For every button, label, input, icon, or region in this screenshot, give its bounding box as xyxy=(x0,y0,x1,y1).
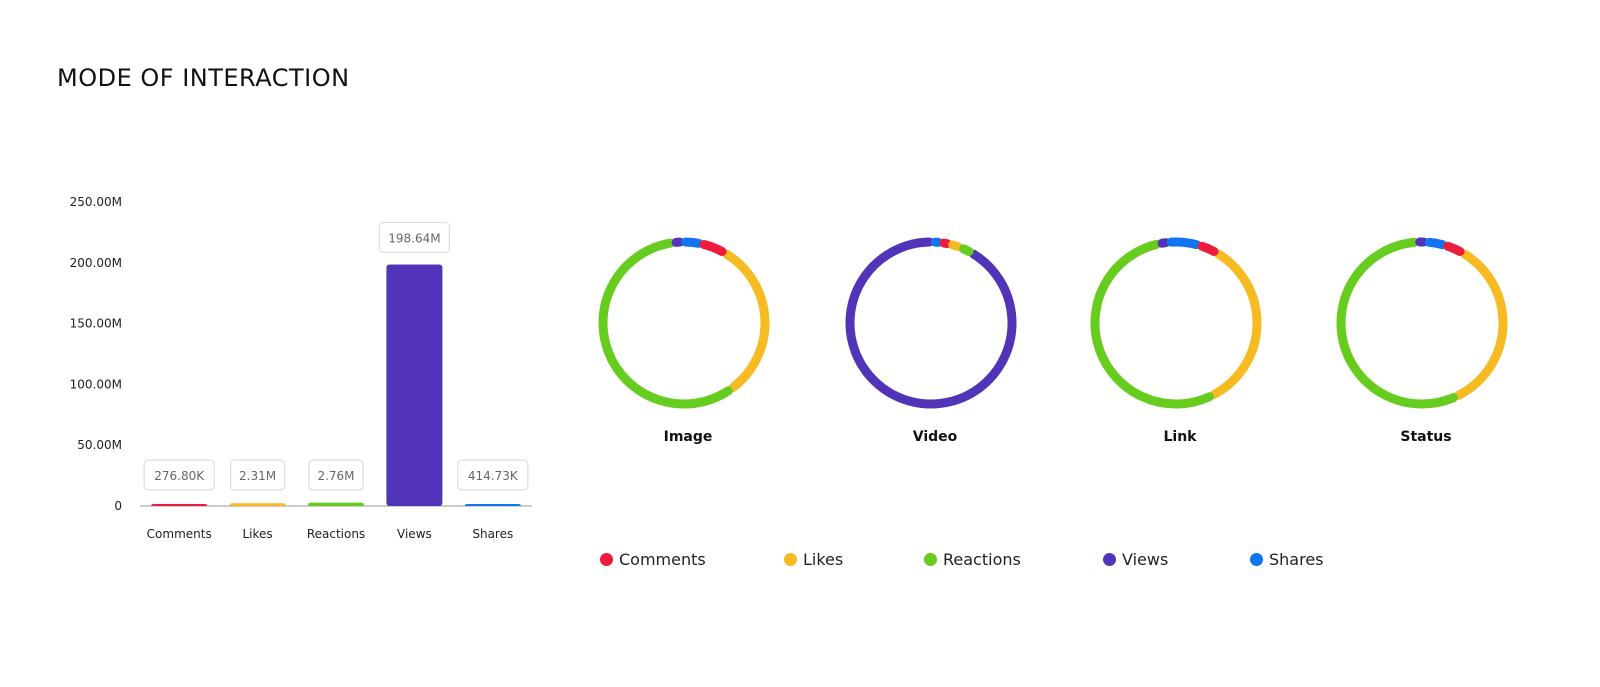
data-label-box xyxy=(143,459,215,491)
donut-label: Link xyxy=(1164,429,1198,445)
slice-views[interactable] xyxy=(1157,238,1171,248)
legend-swatch xyxy=(600,553,613,566)
data-label-box xyxy=(308,459,364,491)
legend-item-views[interactable]: Views xyxy=(1103,550,1168,569)
page-title: MODE OF INTERACTION xyxy=(57,64,350,92)
data-label: 2.31M xyxy=(239,469,276,483)
x-tick-label: Likes xyxy=(243,527,273,541)
legend-label: Shares xyxy=(1269,550,1324,569)
y-tick-label: 150.00M xyxy=(70,317,122,331)
donut-label: Status xyxy=(1400,429,1451,445)
legend-label: Comments xyxy=(619,550,706,569)
data-label-box xyxy=(378,221,450,254)
data-label-box xyxy=(457,459,529,491)
slice-views[interactable] xyxy=(845,237,1017,409)
y-tick-label: 50.00M xyxy=(77,438,122,452)
bar-shares[interactable] xyxy=(464,504,521,506)
bar-views[interactable] xyxy=(386,264,443,506)
donut-status xyxy=(1336,237,1508,409)
slice-reactions[interactable] xyxy=(1336,237,1458,409)
donut-link xyxy=(1090,237,1262,409)
data-label: 414.73K xyxy=(468,469,519,483)
x-tick-label: Shares xyxy=(472,527,513,541)
donut-label: Video xyxy=(913,429,958,445)
slice-likes[interactable] xyxy=(948,240,963,252)
legend-item-reactions[interactable]: Reactions xyxy=(924,550,1021,569)
slice-reactions[interactable] xyxy=(598,238,733,409)
y-tick-label: 0 xyxy=(114,499,122,513)
slice-shares[interactable] xyxy=(1424,237,1447,250)
legend-item-likes[interactable]: Likes xyxy=(784,550,843,569)
bar-chart: 0 50.00M 100.00M 150.00M 200.00M 250.00M 276.8… xyxy=(70,195,532,541)
donut-label: Image xyxy=(664,429,713,445)
y-tick-label: 100.00M xyxy=(70,377,122,391)
legend-item-comments[interactable]: Comments xyxy=(600,550,706,569)
legend-swatch xyxy=(784,553,797,566)
x-tick-label: Reactions xyxy=(307,527,365,541)
slice-comments[interactable] xyxy=(1197,241,1219,256)
x-tick-label: Comments xyxy=(147,527,212,541)
legend-item-shares[interactable]: Shares xyxy=(1250,550,1324,569)
data-label: 198.64M xyxy=(388,231,440,245)
donut-image xyxy=(598,237,770,409)
data-label: 2.76M xyxy=(317,469,354,483)
slice-reactions[interactable] xyxy=(1090,239,1214,409)
slice-shares[interactable] xyxy=(1166,237,1202,250)
data-label-box xyxy=(230,459,286,491)
legend-label: Reactions xyxy=(943,550,1021,569)
slice-comments[interactable] xyxy=(939,238,952,249)
data-label: 276.80K xyxy=(154,469,205,483)
legend-swatch xyxy=(1250,553,1263,566)
bar-reactions[interactable] xyxy=(308,502,364,506)
legend-swatch xyxy=(1103,553,1116,566)
x-tick-label: Views xyxy=(397,527,432,541)
slice-shares[interactable] xyxy=(681,237,704,248)
chart-legend: Comments Likes Reactions Views Shares xyxy=(600,550,1360,574)
donut-charts: Image Video Link Status xyxy=(598,237,1508,445)
legend-swatch xyxy=(924,553,937,566)
bar-likes[interactable] xyxy=(229,503,286,506)
slice-reactions[interactable] xyxy=(959,244,974,256)
bar-comments[interactable] xyxy=(151,504,208,506)
donut-video xyxy=(845,237,1017,409)
slice-likes[interactable] xyxy=(1453,249,1508,400)
legend-label: Views xyxy=(1122,550,1169,569)
y-tick-label: 200.00M xyxy=(70,256,122,270)
y-tick-label: 250.00M xyxy=(70,195,122,209)
slice-comments[interactable] xyxy=(1443,241,1465,256)
slice-comments[interactable] xyxy=(699,240,727,256)
slice-likes[interactable] xyxy=(722,249,770,393)
legend-label: Likes xyxy=(803,550,844,569)
slice-likes[interactable] xyxy=(1209,249,1262,399)
